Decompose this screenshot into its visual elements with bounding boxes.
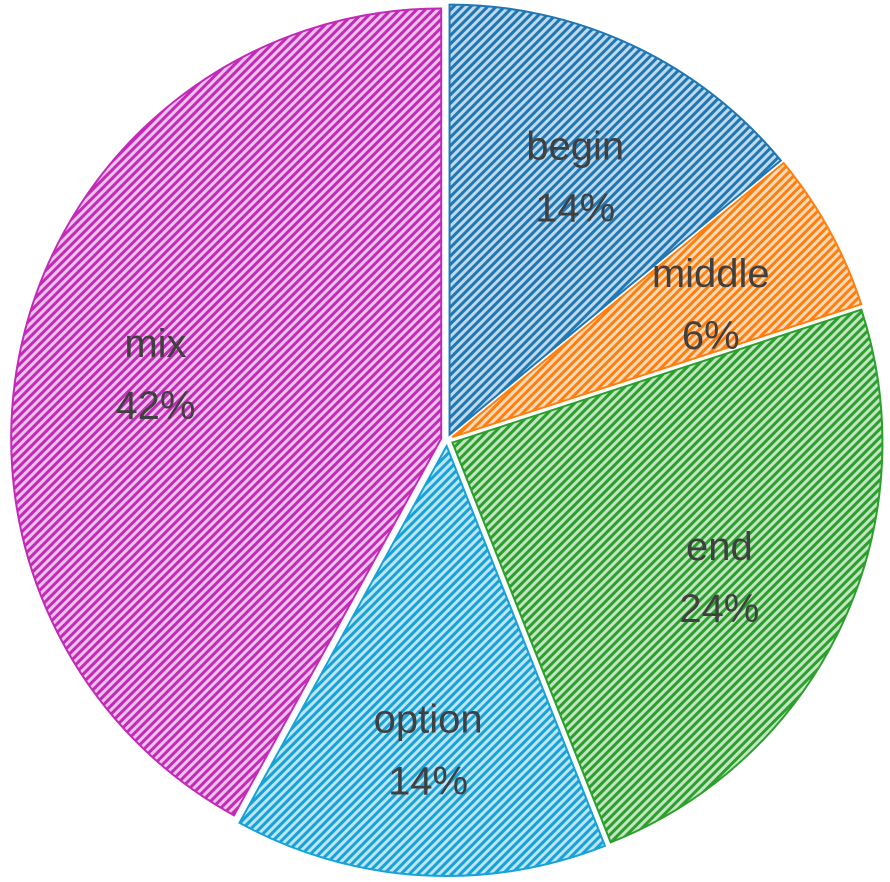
slice-percent-mix: 42% [115,384,195,428]
slice-label-mix: mix [124,322,186,366]
slice-begin [448,3,783,437]
slice-label-end: end [686,525,753,569]
slice-percent-begin: 14% [535,187,615,231]
slice-option [238,443,607,877]
slice-mix [10,7,443,817]
slice-label-begin: begin [526,125,624,169]
slice-percent-middle: 6% [682,314,740,358]
slice-percent-end: 24% [679,587,759,631]
slice-label-middle: middle [652,252,770,296]
slice-middle [451,161,863,439]
pie-slices [10,3,884,877]
slice-end [451,308,884,844]
slice-label-option: option [374,697,483,741]
slice-percent-option: 14% [388,759,468,803]
pie-labels: begin 14% middle 6% end 24% option 14% mix 42% [115,125,769,804]
